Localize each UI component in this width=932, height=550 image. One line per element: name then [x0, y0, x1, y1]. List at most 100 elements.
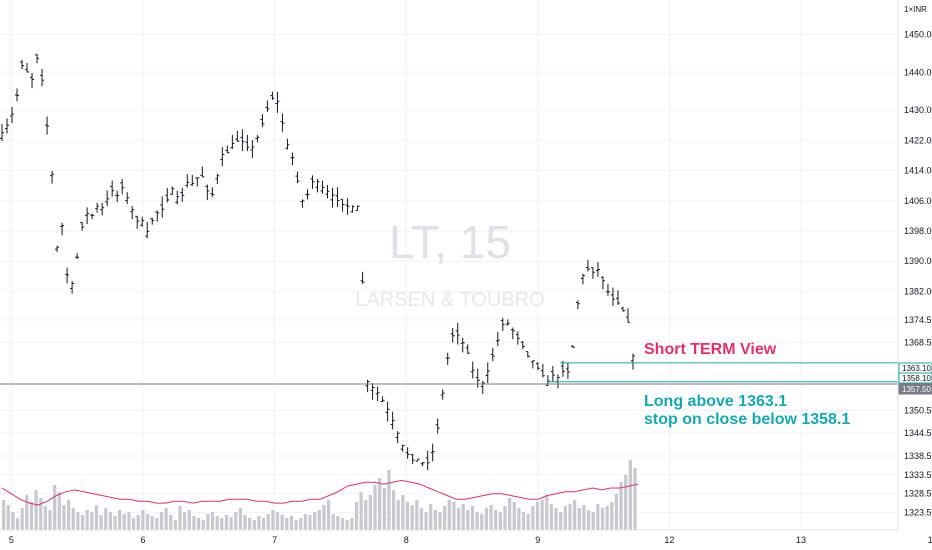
volume-bar: [573, 500, 577, 530]
annotation-long-above: Long above 1363.1: [644, 393, 787, 410]
price-bar: [40, 68, 45, 87]
volume-bar: [131, 518, 136, 530]
volume-bar: [387, 470, 391, 530]
price-bar: [135, 215, 140, 229]
price-bar: [490, 347, 495, 362]
watermark-name: LARSEN & TOUBRO: [355, 289, 544, 311]
volume-bar: [461, 504, 465, 530]
price-bar: [280, 113, 285, 132]
price-bar: [215, 173, 220, 185]
volume-bar: [2, 500, 6, 530]
price-bar: [115, 190, 120, 203]
y-tick-label: 1344.50: [904, 428, 932, 438]
volume-bar: [20, 508, 24, 530]
volume-bar: [289, 516, 294, 530]
price-bar: [55, 245, 60, 252]
price-bar: [75, 253, 80, 260]
volume-bar: [317, 510, 321, 530]
price-bar: [145, 221, 150, 239]
price-bar: [80, 222, 85, 231]
volume-bar: [350, 518, 354, 530]
volume-bar: [215, 516, 219, 530]
price-bar: [180, 187, 185, 202]
price-bar: [340, 198, 345, 212]
x-tick-label: 12: [664, 535, 674, 545]
price-bar: [510, 327, 515, 340]
volume-bar: [508, 498, 512, 530]
price-bar: [355, 205, 360, 212]
volume-bar: [118, 510, 122, 530]
price-bar: [275, 92, 280, 113]
price-bar: [130, 206, 135, 220]
volume-bar: [53, 485, 57, 530]
volume-bar: [443, 506, 447, 530]
volume-bars: [2, 460, 637, 530]
price-bar: [575, 300, 580, 310]
price-bar: [60, 222, 65, 236]
volume-bar: [354, 502, 359, 530]
volume-bar: [591, 512, 595, 530]
price-bar: [465, 344, 470, 354]
volume-bar: [340, 518, 345, 530]
y-tick-label: 1338.50: [904, 451, 932, 461]
price-level-lines: [0, 362, 898, 385]
volume-bar: [401, 495, 405, 530]
price-bar: [360, 271, 365, 284]
price-bar: [110, 180, 115, 197]
price-level-tag-label: 1357.50: [902, 385, 931, 394]
volume-bar: [331, 514, 335, 530]
price-bar: [445, 352, 450, 365]
price-bar: [240, 129, 245, 152]
price-bar: [265, 100, 270, 112]
price-bar: [435, 418, 440, 434]
volume-bar: [596, 504, 600, 530]
price-bar: [225, 145, 230, 154]
price-bar: [550, 365, 555, 383]
price-bar: [90, 213, 95, 220]
price-bar: [70, 280, 75, 294]
volume-bar: [252, 520, 256, 530]
price-bar: [335, 187, 340, 207]
chart-grid: [0, 0, 898, 530]
volume-bar: [294, 520, 298, 530]
price-bar: [620, 306, 625, 312]
volume-bar: [336, 516, 340, 530]
price-bar: [205, 184, 210, 201]
volume-bar: [605, 506, 609, 530]
volume-bar: [66, 500, 71, 530]
volume-bar: [275, 512, 280, 530]
price-bar: [65, 267, 70, 284]
price-bar: [350, 205, 355, 213]
volume-bar: [178, 506, 182, 530]
price-bar: [5, 118, 10, 134]
price-bar: [120, 179, 125, 195]
price-bar: [610, 287, 615, 307]
price-bar: [210, 187, 215, 197]
volume-bar: [99, 515, 103, 530]
x-tick-label: 5: [9, 535, 14, 545]
price-bar: [525, 351, 530, 358]
y-tick-label: 1382.00: [904, 286, 932, 296]
price-bar: [365, 379, 370, 393]
price-bar: [460, 338, 465, 353]
x-axis[interactable]: 567891213151619202223: [0, 529, 932, 545]
y-tick-label: 1440.00: [904, 67, 932, 77]
price-bar: [155, 210, 160, 222]
volume-bar: [633, 468, 637, 530]
volume-bar: [57, 492, 61, 530]
price-bar: [405, 447, 410, 459]
price-level-tag-label: 1363.10: [902, 364, 931, 373]
volume-bar: [470, 506, 475, 530]
volume-bar: [122, 514, 126, 530]
volume-bar: [424, 512, 428, 530]
price-bar: [45, 116, 50, 135]
volume-bar: [410, 505, 414, 530]
volume-bar: [169, 515, 173, 530]
price-bar: [20, 59, 25, 70]
price-bar: [85, 207, 90, 225]
volume-bar: [619, 482, 623, 530]
volume-bar: [364, 500, 368, 530]
y-axis[interactable]: 1×INR 1450.00 1440.00 1430.00 1422.00 1414.0…: [897, 0, 932, 530]
